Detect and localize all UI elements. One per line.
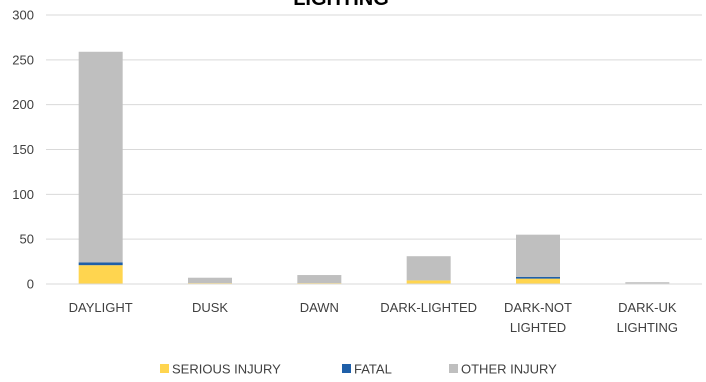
- y-tick-label: 0: [27, 277, 34, 292]
- x-tick-label: DARK-NOT: [504, 300, 572, 315]
- y-tick-label: 150: [12, 142, 34, 157]
- legend: SERIOUS INJURY FATAL OTHER INJURY: [160, 362, 557, 377]
- y-tick-label: 300: [12, 8, 34, 23]
- bar-segment-other-injury: [406, 256, 451, 281]
- chart-title: LIGHTING: [293, 0, 389, 10]
- x-tick-label: DARK-UK: [618, 300, 677, 315]
- y-tick-label: 50: [20, 232, 34, 247]
- legend-swatch: [160, 364, 169, 373]
- bar-segment-other-injury: [78, 51, 123, 263]
- bar-segment-fatal: [516, 276, 560, 279]
- legend-swatch: [449, 364, 458, 373]
- legend-label: OTHER INJURY: [461, 362, 557, 377]
- x-tick-label: DAYLIGHT: [69, 300, 133, 315]
- y-tick-label: 250: [12, 52, 34, 67]
- gridlines: [46, 14, 702, 285]
- legend-label: SERIOUS INJURY: [172, 362, 281, 377]
- bar-segment-fatal: [78, 262, 123, 266]
- bars: [78, 51, 670, 284]
- legend-label: FATAL: [354, 362, 392, 377]
- bar-segment-other-injury: [516, 234, 560, 277]
- legend-swatch: [342, 364, 351, 373]
- x-tick-label: DAWN: [300, 300, 339, 315]
- bar-segment-other-injury: [297, 275, 342, 284]
- y-tick-label: 200: [12, 97, 34, 112]
- x-axis: DAYLIGHT DUSK DAWN DARK-LIGHTED DARK-NOT LIGH…: [46, 283, 702, 335]
- bar-segment-other-injury: [188, 277, 232, 284]
- x-tick-label: DUSK: [192, 300, 228, 315]
- x-tick-label: LIGHTING: [617, 320, 678, 335]
- bar-segment-serious-injury: [78, 265, 123, 284]
- y-axis: 0 50 100 150 200 250 300: [12, 8, 34, 292]
- x-tick-label: DARK-LIGHTED: [380, 300, 477, 315]
- bar-segment-other-injury: [625, 282, 670, 284]
- bar-segment-serious-injury: [406, 280, 451, 284]
- x-tick-label: LIGHTED: [510, 320, 566, 335]
- bar-segment-serious-injury: [516, 278, 560, 284]
- y-tick-label: 100: [12, 187, 34, 202]
